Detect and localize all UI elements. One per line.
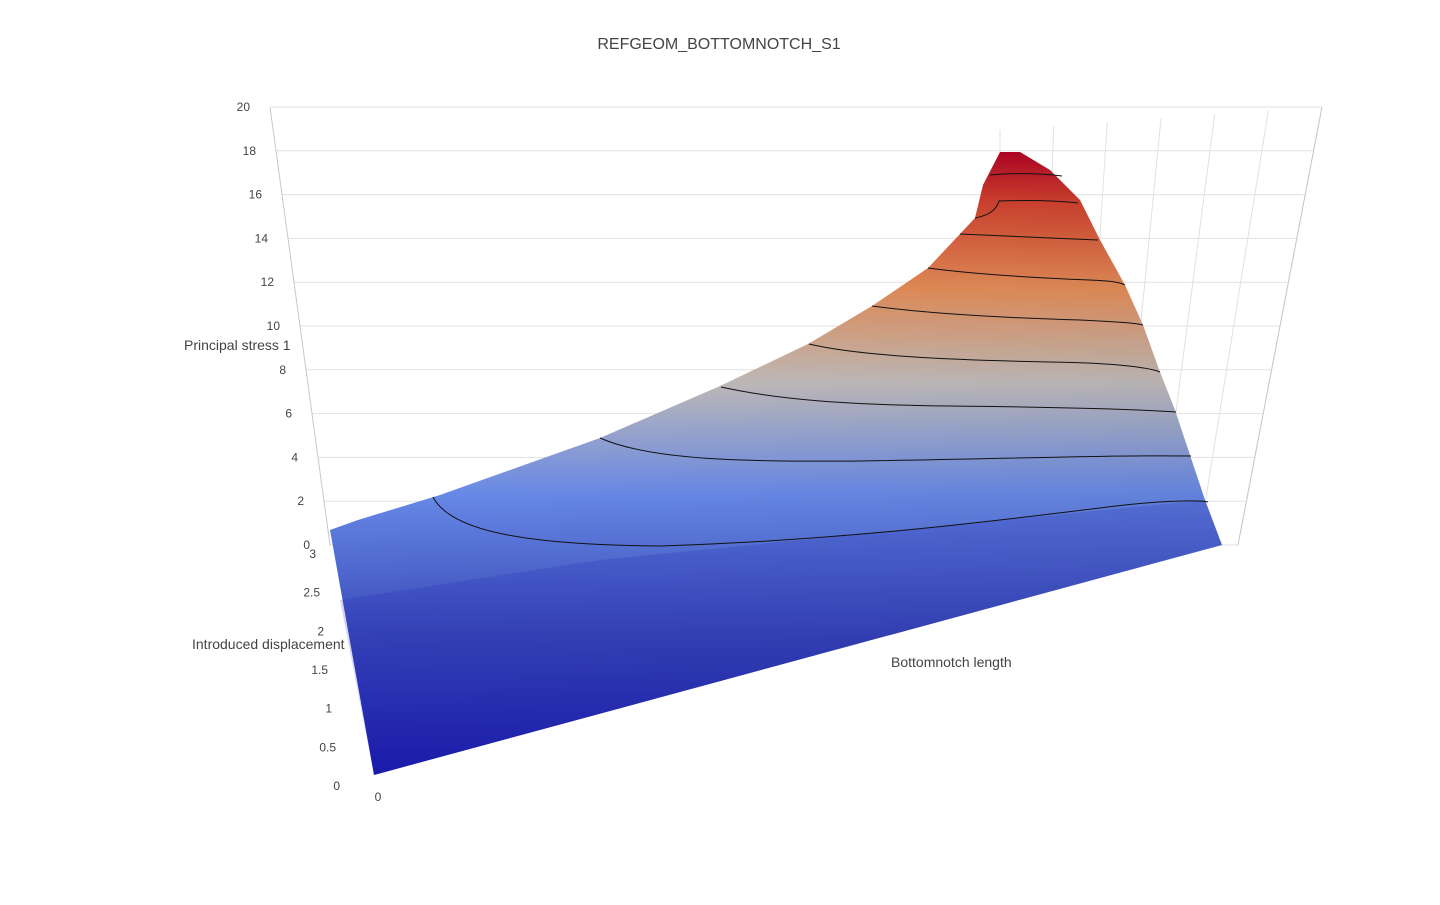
y-tick-label: 1 [325, 702, 332, 716]
z-tick-label: 2 [297, 494, 304, 508]
y-tick-label: 2 [317, 624, 324, 638]
stress-surface [330, 152, 1222, 775]
surface-front-shadow [340, 500, 1222, 775]
x-gridline [1197, 110, 1269, 546]
x-tick-label: 0 [375, 790, 382, 804]
contour-line [871, 305, 1144, 326]
contour-line [989, 173, 1063, 177]
y-tick-label: 1.5 [311, 663, 328, 677]
contour-line [720, 386, 1177, 413]
back-edge-line [1237, 106, 1323, 546]
z-tick-label: 18 [243, 144, 257, 158]
z-tick-label: 16 [249, 188, 263, 202]
z-tick-label: 14 [255, 231, 269, 245]
contour-line [808, 343, 1161, 373]
z-tick-label: 4 [291, 450, 298, 464]
z-axis-line [269, 106, 331, 546]
contour-line [927, 267, 1126, 286]
x-axis-title: Bottomnotch length [891, 654, 1012, 670]
z-tick-label: 12 [261, 275, 275, 289]
y-tick-label: 0 [333, 779, 340, 793]
surface-shade [330, 152, 1222, 775]
z-axis-ticks: 0 2 4 6 8 10 12 14 16 18 20 [237, 100, 311, 552]
z-tick-label: 10 [267, 319, 281, 333]
y-tick-label: 2.5 [303, 586, 320, 600]
y-axis-title: Introduced displacement [192, 636, 345, 652]
z-axis-title: Principal stress 1 [184, 337, 291, 353]
y-tick-label: 0.5 [319, 740, 336, 754]
z-tick-label: 8 [279, 363, 286, 377]
contour-line [432, 496, 1209, 547]
x-axis-ticks: 0 [375, 790, 382, 804]
contour-line [599, 437, 1192, 462]
y-tick-label: 3 [309, 547, 316, 561]
z-tick-label: 20 [237, 100, 251, 114]
contour-line [974, 200, 1079, 219]
y-axis-ticks: 0 0.5 1 1.5 2 2.5 3 [303, 547, 340, 793]
contour-line [959, 233, 1099, 241]
z-tick-label: 0 [303, 538, 310, 552]
contour-lines [432, 173, 1209, 547]
z-tick-label: 6 [285, 407, 292, 421]
chart-title: REFGEOM_BOTTOMNOTCH_S1 [597, 36, 840, 53]
